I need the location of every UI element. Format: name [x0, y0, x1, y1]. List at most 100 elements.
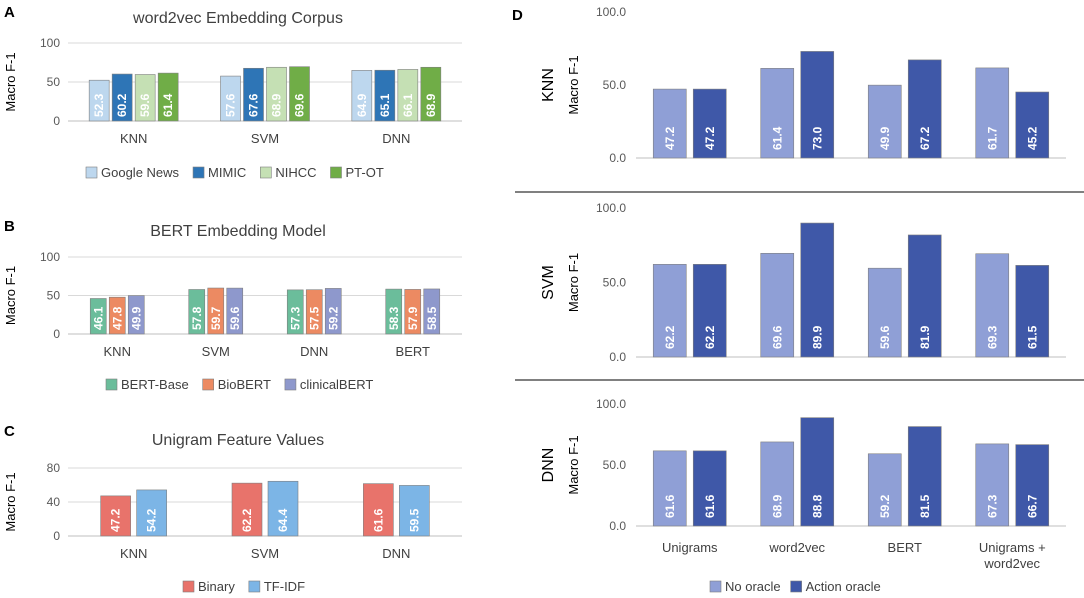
y-axis-label-c: Macro F-1 — [3, 472, 18, 531]
legend-swatch-d — [709, 580, 722, 593]
bar-b — [207, 287, 225, 335]
chart-title-a: word2vec Embedding Corpus — [132, 10, 343, 27]
data-label-d-svm: 61.5 — [1025, 325, 1039, 349]
data-label-a: 65.1 — [378, 93, 392, 117]
y-axis-label-d-svm: Macro F-1 — [566, 253, 581, 312]
data-label-d-svm: 62.2 — [703, 325, 717, 349]
bar-d-knn — [867, 84, 902, 159]
data-label-d-knn: 61.7 — [985, 126, 999, 150]
bar-b — [305, 289, 323, 335]
bar-a — [134, 74, 156, 122]
data-label-c: 54.2 — [145, 508, 159, 532]
legend-swatch-b — [284, 378, 297, 391]
data-label-a: 60.2 — [115, 93, 129, 117]
data-label-d-dnn: 81.5 — [918, 494, 932, 518]
bar-a — [351, 70, 373, 122]
y-tick-label-d-knn: 50.0 — [603, 78, 627, 92]
data-label-d-knn: 45.2 — [1025, 126, 1039, 150]
data-label-d-dnn: 61.6 — [703, 494, 717, 518]
y-tick-label-c: 80 — [47, 461, 61, 475]
y-tick-label-d-knn: 100.0 — [596, 5, 626, 19]
bar-d-knn — [760, 68, 795, 159]
data-label-d-knn: 49.9 — [878, 126, 892, 150]
x-category-label-b: KNN — [104, 344, 131, 359]
legend-swatch-d — [790, 580, 802, 593]
bar-a — [88, 79, 110, 122]
x-category-label-b: SVM — [202, 344, 230, 359]
data-label-d-dnn: 61.6 — [663, 494, 677, 518]
x-category-label-d: BERT — [888, 540, 922, 555]
bar-d-svm — [1015, 265, 1050, 358]
bar-b — [108, 296, 126, 335]
data-label-a: 52.3 — [92, 93, 106, 117]
bar-d-knn — [975, 67, 1010, 159]
bar-c — [231, 482, 263, 537]
legend-swatch-a — [260, 166, 272, 179]
bar-d-svm — [975, 253, 1010, 358]
bar-a — [266, 66, 287, 122]
bar-b — [89, 298, 107, 335]
x-category-label-a: SVM — [251, 131, 279, 146]
data-label-a: 66.1 — [401, 93, 415, 117]
bar-b — [404, 289, 422, 335]
panel-letter-d: D — [512, 7, 523, 24]
bar-d-svm — [692, 264, 727, 358]
bar-d-dnn — [652, 450, 687, 527]
bar-b — [286, 289, 304, 335]
legend-label-a: MIMIC — [208, 165, 246, 180]
y-tick-label-a: 0 — [53, 114, 60, 128]
data-label-a: 68.9 — [270, 93, 284, 117]
bar-d-dnn — [800, 417, 835, 527]
data-label-d-dnn: 67.3 — [985, 494, 999, 518]
row-label-knn: KNN — [540, 68, 557, 102]
legend-label-b: clinicalBERT — [300, 377, 374, 392]
data-label-b: 59.2 — [326, 306, 340, 330]
data-label-b: 57.9 — [406, 306, 420, 330]
data-label-d-knn: 47.2 — [703, 126, 717, 150]
data-label-d-svm: 89.9 — [810, 325, 824, 349]
chart-title-b: BERT Embedding Model — [150, 223, 326, 240]
data-label-d-knn: 47.2 — [663, 126, 677, 150]
x-category-label-c: DNN — [382, 546, 410, 561]
legend-swatch-b — [105, 378, 118, 391]
panel-letter-a: A — [4, 4, 15, 21]
legend-swatch-a — [85, 166, 98, 179]
row-label-dnn: DNN — [540, 448, 557, 483]
bar-b — [385, 288, 403, 335]
y-axis-label-b: Macro F-1 — [3, 266, 18, 325]
data-label-a: 61.4 — [161, 93, 175, 117]
y-axis-label-a: Macro F-1 — [3, 52, 18, 111]
data-label-d-knn: 73.0 — [810, 126, 824, 150]
legend-swatch-a — [192, 166, 205, 179]
legend-swatch-a — [330, 166, 342, 179]
legend-label-a: PT-OT — [346, 165, 384, 180]
y-tick-label-d-dnn: 50.0 — [603, 458, 627, 472]
bar-d-dnn — [975, 443, 1010, 527]
data-label-b: 59.7 — [209, 306, 223, 330]
x-category-label-d: Unigrams — [662, 540, 718, 555]
bar-d-svm — [867, 267, 902, 358]
panel-letter-b: B — [4, 218, 15, 235]
legend-swatch-b — [202, 378, 214, 391]
legend-label-a: NIHCC — [275, 165, 316, 180]
bar-b — [226, 287, 244, 335]
bar-d-dnn — [867, 453, 902, 527]
data-label-d-dnn: 88.8 — [810, 494, 824, 518]
data-label-a: 68.9 — [424, 93, 438, 117]
data-label-b: 59.6 — [228, 306, 242, 330]
bar-b — [324, 288, 342, 335]
data-label-b: 49.9 — [129, 306, 143, 330]
y-axis-label-d-knn: Macro F-1 — [566, 55, 581, 114]
x-category-label-c: SVM — [251, 546, 279, 561]
x-category-label-d: word2vec — [768, 540, 825, 555]
bar-a — [157, 72, 179, 122]
data-label-b: 58.5 — [425, 306, 439, 330]
data-label-b: 46.1 — [91, 306, 105, 330]
legend-label-c: TF-IDF — [264, 579, 305, 594]
data-label-d-svm: 59.6 — [878, 325, 892, 349]
bar-d-knn — [800, 51, 835, 159]
legend-label-b: BioBERT — [218, 377, 271, 392]
bar-b — [188, 289, 206, 335]
bar-d-dnn — [1015, 444, 1050, 527]
